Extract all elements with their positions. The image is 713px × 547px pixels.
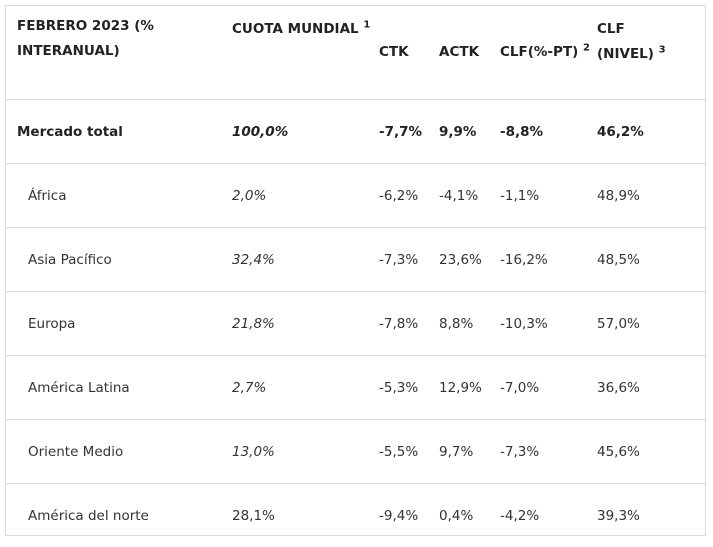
- cell-clf-nivel: 57,0%: [597, 292, 707, 356]
- footnote-marker-3: 3: [659, 45, 666, 56]
- header-period: FEBRERO 2023 (% INTERANUAL): [6, 6, 232, 100]
- cell-clf-nivel: 45,6%: [597, 420, 707, 484]
- header-ctk-label: CTK: [379, 44, 409, 60]
- cell-clf-nivel: 48,5%: [597, 228, 707, 292]
- header-clf-pt-label: CLF(%-PT): [500, 44, 578, 60]
- cell-clf-nivel: 36,6%: [597, 356, 707, 420]
- cell-cuota: 32,4%: [232, 228, 379, 292]
- header-actk-label: ACTK: [439, 44, 479, 60]
- cell-clf-pt: -7,0%: [500, 356, 597, 420]
- cell-actk: 9,9%: [439, 100, 500, 164]
- cargo-market-table: FEBRERO 2023 (% INTERANUAL) CUOTA MUNDIA…: [6, 6, 707, 547]
- cell-ctk: -7,7%: [379, 100, 439, 164]
- table-row: Oriente Medio 13,0% -5,5% 9,7% -7,3% 45,…: [6, 420, 707, 484]
- header-clf-pt: CLF(%-PT) 2: [500, 6, 597, 100]
- footnote-marker-1: 1: [363, 20, 370, 31]
- header-clf-nivel: CLF (NIVEL) 3: [597, 6, 707, 100]
- cell-ctk: -5,3%: [379, 356, 439, 420]
- cell-cuota: 13,0%: [232, 420, 379, 484]
- cell-region: Oriente Medio: [6, 420, 232, 484]
- cell-actk: 9,7%: [439, 420, 500, 484]
- table-row-total: Mercado total 100,0% -7,7% 9,9% -8,8% 46…: [6, 100, 707, 164]
- cell-ctk: -7,8%: [379, 292, 439, 356]
- cell-region: América del norte: [6, 484, 232, 547]
- cell-cuota: 100,0%: [232, 100, 379, 164]
- cell-region: África: [6, 164, 232, 228]
- cell-actk: 8,8%: [439, 292, 500, 356]
- data-table-container: FEBRERO 2023 (% INTERANUAL) CUOTA MUNDIA…: [5, 5, 706, 536]
- table-row: Europa 21,8% -7,8% 8,8% -10,3% 57,0%: [6, 292, 707, 356]
- cell-region: América Latina: [6, 356, 232, 420]
- cell-clf-pt: -8,8%: [500, 100, 597, 164]
- cell-clf-nivel: 46,2%: [597, 100, 707, 164]
- cell-actk: -4,1%: [439, 164, 500, 228]
- cell-ctk: -6,2%: [379, 164, 439, 228]
- table-row: América Latina 2,7% -5,3% 12,9% -7,0% 36…: [6, 356, 707, 420]
- cell-cuota: 2,0%: [232, 164, 379, 228]
- cell-ctk: -5,5%: [379, 420, 439, 484]
- cell-ctk: -7,3%: [379, 228, 439, 292]
- header-ctk: CTK: [379, 6, 439, 100]
- table-header-row: FEBRERO 2023 (% INTERANUAL) CUOTA MUNDIA…: [6, 6, 707, 100]
- cell-region: Asia Pacífico: [6, 228, 232, 292]
- cell-ctk: -9,4%: [379, 484, 439, 547]
- cell-clf-pt: -1,1%: [500, 164, 597, 228]
- cell-clf-pt: -4,2%: [500, 484, 597, 547]
- header-actk: ACTK: [439, 6, 500, 100]
- cell-clf-pt: -10,3%: [500, 292, 597, 356]
- table-row: África 2,0% -6,2% -4,1% -1,1% 48,9%: [6, 164, 707, 228]
- table-row: América del norte 28,1% -9,4% 0,4% -4,2%…: [6, 484, 707, 547]
- cell-actk: 12,9%: [439, 356, 500, 420]
- cell-clf-pt: -16,2%: [500, 228, 597, 292]
- cell-cuota: 21,8%: [232, 292, 379, 356]
- cell-clf-nivel: 48,9%: [597, 164, 707, 228]
- cell-clf-nivel: 39,3%: [597, 484, 707, 547]
- cell-cuota: 2,7%: [232, 356, 379, 420]
- cell-actk: 23,6%: [439, 228, 500, 292]
- footnote-marker-2: 2: [583, 43, 590, 54]
- table-row: Asia Pacífico 32,4% -7,3% 23,6% -16,2% 4…: [6, 228, 707, 292]
- cell-cuota: 28,1%: [232, 484, 379, 547]
- cell-region: Europa: [6, 292, 232, 356]
- cell-clf-pt: -7,3%: [500, 420, 597, 484]
- header-clf-nivel-label: CLF (NIVEL): [597, 21, 654, 62]
- header-cuota-label: CUOTA MUNDIAL: [232, 21, 359, 37]
- header-period-label: FEBRERO 2023 (% INTERANUAL): [17, 18, 154, 59]
- cell-region: Mercado total: [6, 100, 232, 164]
- header-cuota-mundial: CUOTA MUNDIAL 1: [232, 6, 379, 100]
- cell-actk: 0,4%: [439, 484, 500, 547]
